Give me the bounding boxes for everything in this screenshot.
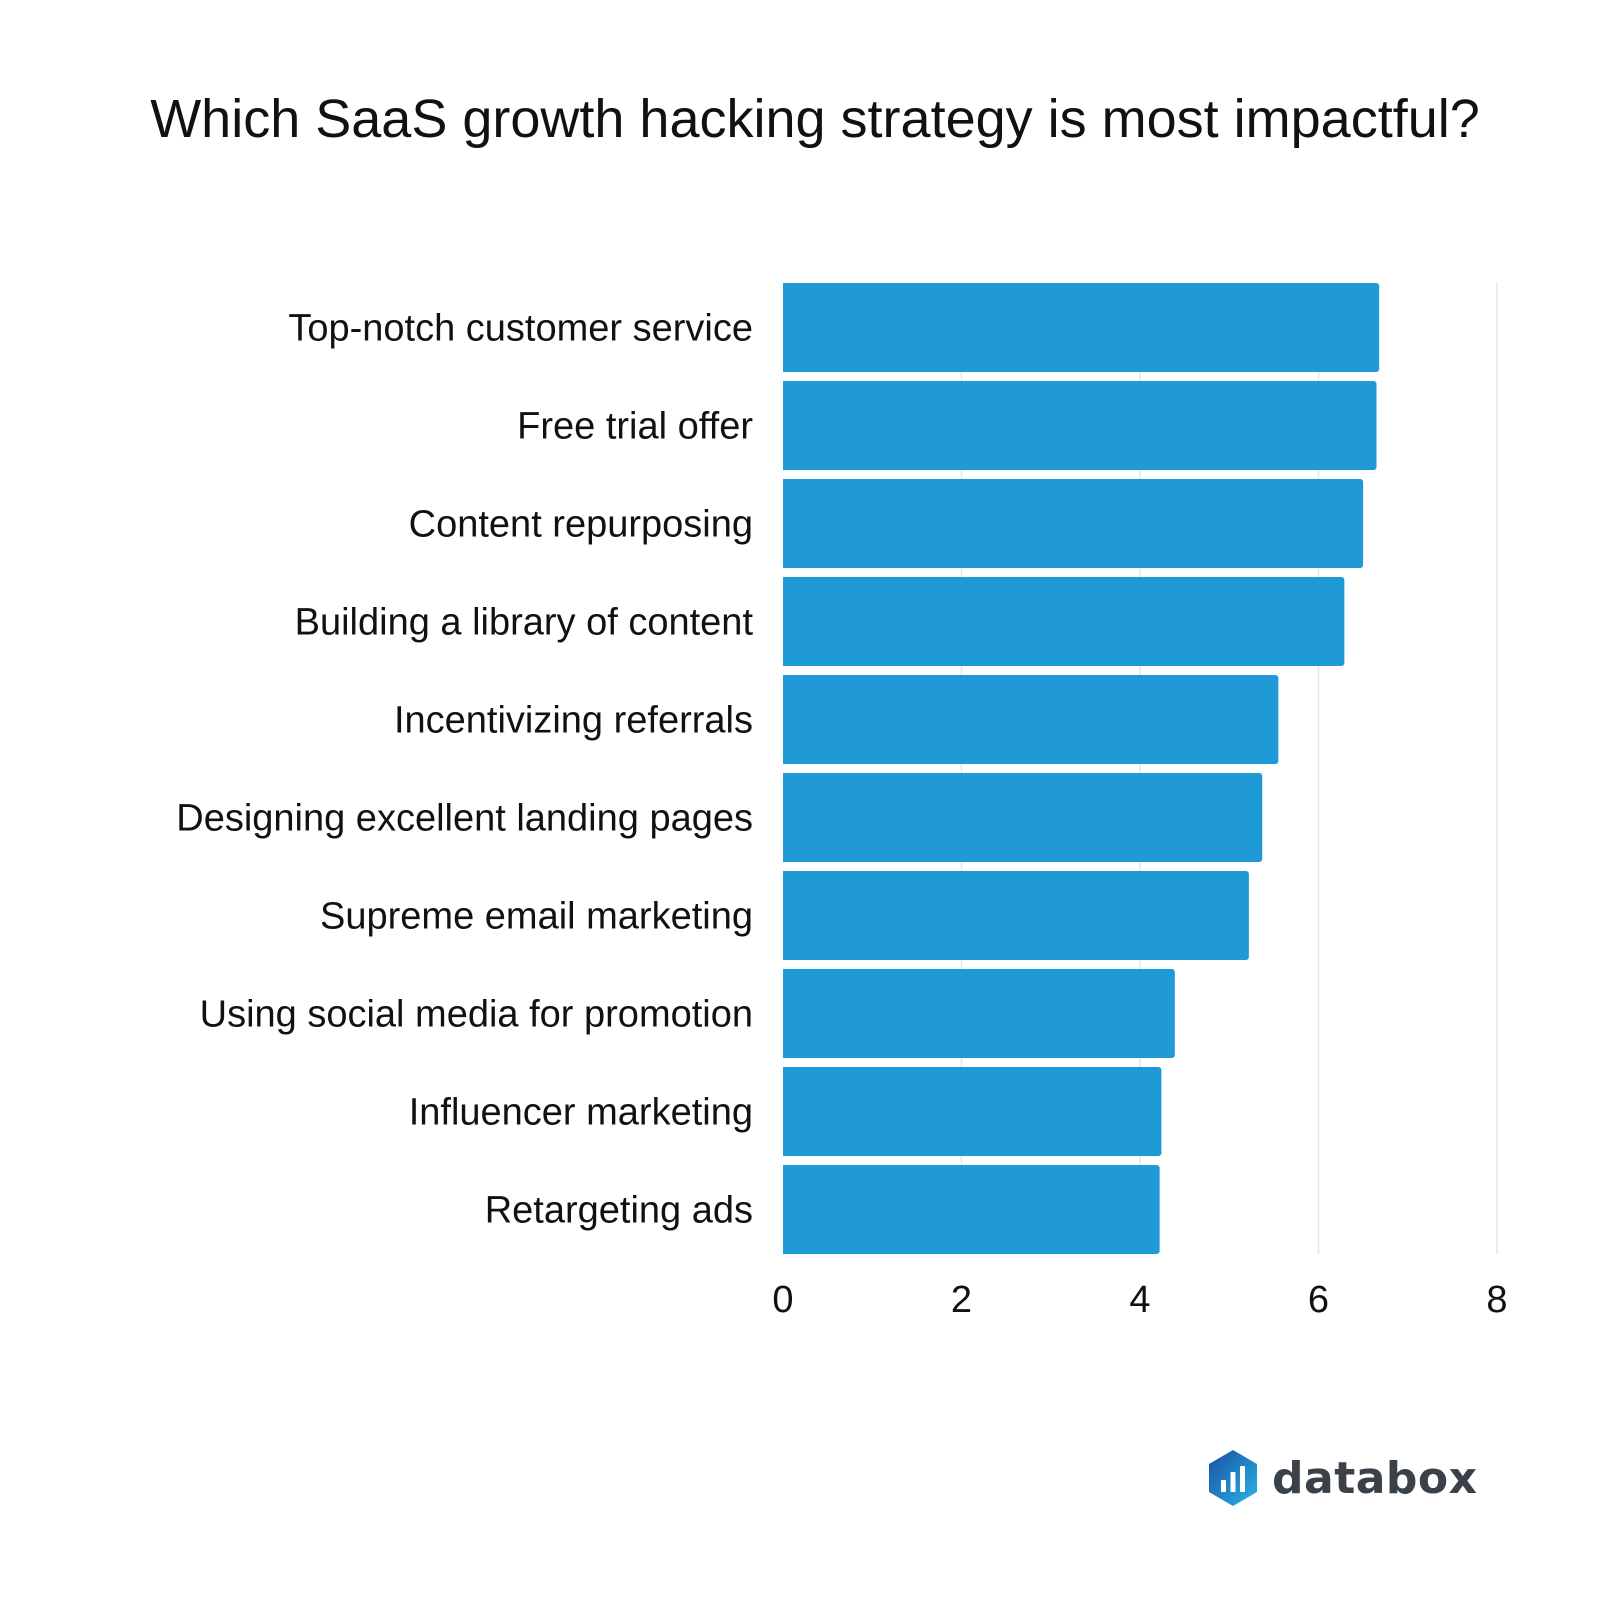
bar	[783, 969, 1175, 1058]
bar	[783, 381, 1377, 470]
databox-logo-icon	[1209, 1450, 1257, 1506]
bar-base	[783, 1067, 789, 1156]
brand-name: databox	[1272, 1452, 1478, 1504]
x-axis-ticks: 0 2 4 6 8	[772, 1279, 1507, 1321]
bar	[783, 871, 1249, 960]
bar-base	[783, 381, 789, 470]
category-label: Influencer marketing	[409, 1092, 753, 1134]
databox-logo: databox	[1206, 1446, 1477, 1510]
bar	[783, 577, 1345, 666]
bar	[783, 1067, 1162, 1156]
bar	[783, 479, 1364, 568]
bar-base	[783, 969, 789, 1058]
bar-base	[783, 577, 789, 666]
bar-base	[783, 1165, 789, 1254]
category-label: Free trial offer	[517, 406, 753, 448]
category-labels: Top-notch customer service Free trial off…	[176, 308, 753, 1232]
x-tick-label: 6	[1308, 1279, 1329, 1321]
x-tick-label: 4	[1129, 1279, 1150, 1321]
x-tick-label: 0	[772, 1279, 793, 1321]
category-label: Designing excellent landing pages	[176, 798, 753, 840]
bar-base	[783, 675, 789, 764]
x-tick-label: 8	[1486, 1279, 1507, 1321]
x-tick-label: 2	[951, 1279, 972, 1321]
chart-title: Which SaaS growth hacking strategy is mo…	[150, 89, 1480, 149]
category-label: Content repurposing	[409, 504, 753, 546]
category-label: Incentivizing referrals	[394, 700, 753, 742]
bar	[783, 773, 1263, 862]
bars	[783, 283, 1380, 1254]
bar-base	[783, 871, 789, 960]
category-label: Building a library of content	[295, 602, 754, 644]
bar-base	[783, 773, 789, 862]
category-label: Using social media for promotion	[200, 994, 753, 1036]
bar-base	[783, 283, 789, 372]
bar	[783, 283, 1380, 372]
category-label: Supreme email marketing	[320, 896, 753, 938]
category-label: Top-notch customer service	[288, 308, 753, 350]
bar-base	[783, 479, 789, 568]
bar	[783, 1165, 1160, 1254]
bar	[783, 675, 1279, 764]
category-label: Retargeting ads	[485, 1190, 753, 1232]
